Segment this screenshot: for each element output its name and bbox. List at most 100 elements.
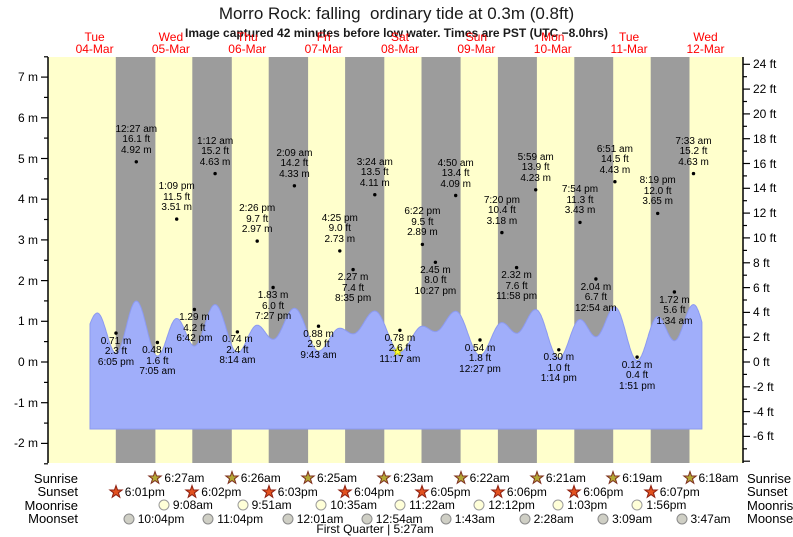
y-axis-right-label: 0 ft (753, 355, 770, 369)
annotation-line: 5:59 am (517, 151, 554, 163)
sun-moon-time: 6:21am (545, 471, 586, 485)
annotation-line: 6:42 pm (176, 333, 213, 344)
tide-extreme-dot (672, 290, 677, 294)
date-label: Wed 05-Mar (136, 31, 206, 55)
high-tide-annotation: 2:26 pm 9.7 ft 2.97 m (221, 204, 293, 236)
moonrise-circle-icon (552, 499, 564, 511)
tide-extreme-dot (351, 267, 355, 272)
annotation-line: 10:27 pm (414, 285, 457, 297)
annotation-line: 3.43 m (564, 205, 596, 217)
annotation-line: 1.8 ft (468, 353, 492, 364)
sun-moon-time: 6:27am (164, 471, 205, 485)
moonset-circle-icon (440, 513, 452, 524)
annotation-line: 4:25 pm (321, 212, 358, 224)
moonrise-circle-entry: 1:56pm (629, 497, 686, 513)
sun-moon-time: 6:25am (317, 471, 358, 485)
sunset-star-entry: 6:04pm (337, 483, 394, 500)
date-text: 10-Mar (533, 42, 572, 56)
date-label: Sun 09-Mar (441, 31, 511, 55)
moonset-circle-entry: 1:43am (438, 511, 495, 527)
sun-moon-time: 10:04pm (137, 511, 185, 526)
tide-extreme-dot (292, 184, 297, 188)
weekday-text: Tue (618, 30, 640, 44)
tide-extreme-dot (255, 239, 259, 243)
annotation-line: 13.9 ft (521, 162, 550, 174)
date-label: Mon 10-Mar (518, 31, 588, 55)
sunset-row-label-right: Sunset (747, 484, 788, 499)
sun-moon-time: 1:56pm (646, 498, 687, 512)
annotation-line: 12:54 am (575, 302, 617, 314)
annotation-line: 2.3 ft (104, 346, 128, 358)
moonrise-circle-entry: 9:08am (156, 497, 213, 513)
sunrise-star-icon (452, 470, 469, 485)
annotation-line: 6:22 pm (404, 206, 441, 218)
tide-extreme-dot (594, 277, 598, 281)
high-tide-annotation: 3:24 am 13.5 ft 4.11 m (339, 157, 411, 190)
tide-extreme-dot (478, 338, 482, 342)
annotation-line: 2.89 m (407, 227, 438, 239)
moonrise-circle-icon (237, 499, 249, 511)
moonset-circle-entry: 2:28am (517, 511, 574, 527)
sun-moon-time: 12:01am (296, 511, 344, 526)
y-axis-left-label: 3 m (17, 232, 38, 247)
date-text: 05-Mar (151, 42, 190, 56)
annotation-line: 6.7 ft (584, 292, 608, 303)
annotation-line: 6.0 ft (261, 300, 285, 312)
moonrise-circle-icon (158, 499, 170, 511)
annotation-line: 2.45 m (420, 264, 451, 276)
low-tide-annotation: 1.83 m 6.0 ft 7:27 pm (237, 290, 309, 323)
annotation-line: 14.5 ft (600, 154, 629, 166)
annotation-line: 2.6 ft (388, 343, 412, 355)
y-axis-right-label: 6 ft (753, 280, 770, 295)
tide-extreme-dot (114, 331, 118, 335)
sun-moon-time: 6:06pm (506, 484, 547, 499)
moonrise-circle-icon (394, 499, 406, 511)
sunset-star-icon (261, 483, 277, 498)
date-label: Wed 12-Mar (671, 31, 741, 55)
y-axis-right-label: 8 ft (753, 255, 770, 270)
tide-extreme-dot (338, 249, 342, 253)
annotation-line: 4.11 m (359, 177, 390, 189)
low-tide-annotation: 1.72 m 5.6 ft 1:34 am (638, 295, 710, 328)
annotation-line: 7.4 ft (341, 282, 365, 294)
moonrise-circle-entry: 1:03pm (550, 497, 607, 513)
sun-moon-time: 6:06pm (583, 484, 624, 499)
low-tide-annotation: 0.54 m 1.8 ft 12:27 pm (444, 342, 516, 376)
high-tide-annotation: 8:19 pm 12.0 ft 3.65 m (622, 176, 694, 208)
y-axis-right-label: 14 ft (753, 181, 777, 196)
tide-extreme-dot (420, 242, 425, 247)
moonset-circle-entry: 12:54am (359, 511, 423, 527)
annotation-line: 0.71 m (100, 335, 132, 347)
annotation-line: 16.1 ft (122, 134, 151, 146)
annotation-line: 0.54 m (464, 342, 496, 354)
annotation-line: 15.2 ft (679, 146, 708, 158)
sunrise-star-icon (147, 470, 164, 485)
annotation-line: 2.04 m (580, 281, 612, 293)
y-axis-right-label: 22 ft (753, 82, 777, 97)
date-text: 06-Mar (228, 42, 267, 56)
moonset-row-label-right: Moonset (747, 511, 793, 526)
date-text: 09-Mar (457, 42, 496, 56)
annotation-line: 6:05 pm (97, 356, 135, 368)
weekday-text: Tue (84, 30, 105, 44)
moonset-circle-icon (597, 513, 609, 524)
low-tide-annotation: 0.30 m 1.0 ft 1:14 pm (523, 353, 595, 385)
annotation-line: 14.2 ft (280, 158, 309, 170)
y-axis-right-label: -2 ft (753, 379, 774, 394)
high-tide-annotation: 7:33 am 15.2 ft 4.63 m (658, 136, 730, 169)
high-tide-annotation: 7:20 pm 10.4 ft 3.18 m (466, 195, 538, 228)
annotation-line: 11:58 pm (496, 291, 538, 303)
y-axis-left-label: -2 m (14, 436, 38, 451)
moonrise-circle-entry: 10:35am (313, 497, 377, 513)
annotation-line: 1:34 am (656, 315, 693, 327)
annotation-line: 10.4 ft (487, 205, 516, 217)
tide-extreme-dot (134, 160, 138, 164)
sun-moon-time: 6:19am (622, 471, 663, 485)
moonset-circle-icon (202, 513, 214, 524)
annotation-line: 7:27 pm (255, 311, 292, 322)
y-axis-right-label: -6 ft (753, 429, 774, 444)
moonset-circle-entry: 11:04pm (200, 511, 263, 527)
y-axis-right-label: 16 ft (753, 156, 777, 171)
annotation-line: 4:50 am (437, 157, 474, 169)
